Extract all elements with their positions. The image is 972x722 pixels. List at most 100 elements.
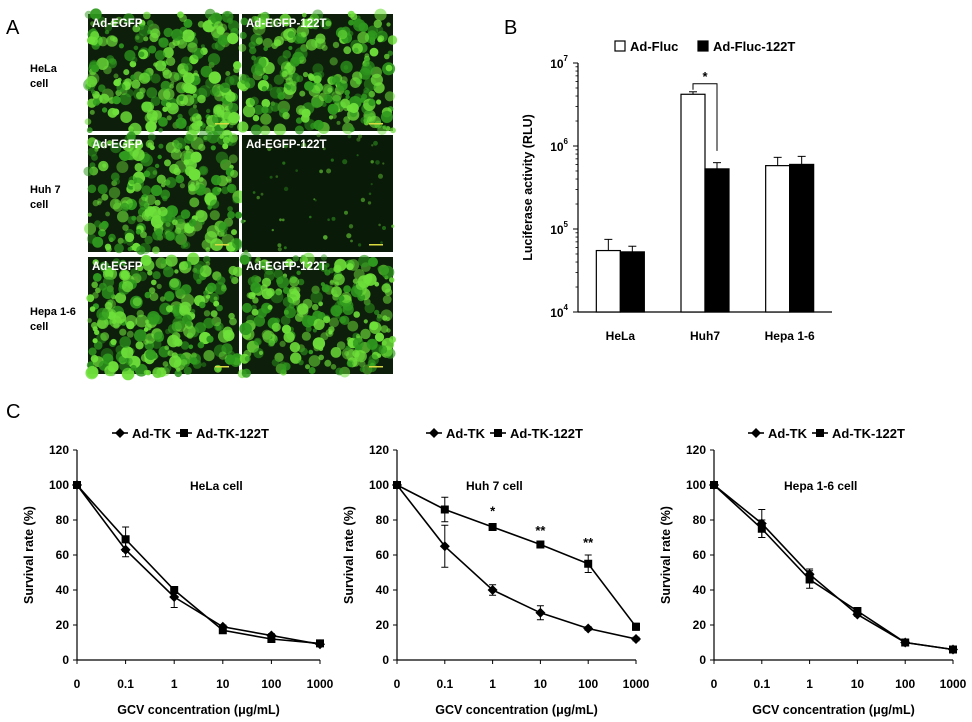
y-tick-label: 105 [550,220,568,237]
cell-spot [284,306,296,319]
cell-spot [219,221,228,230]
cell-spot [293,33,304,44]
micrograph-image: Ad-EGFP [83,128,246,255]
cell-spot [309,19,319,29]
cell-spot [174,369,182,378]
legend-swatch-ad-fluc-122t [697,40,709,52]
cell-spot [115,16,123,25]
cell-spot [181,29,195,43]
x-tick-label: HeLa [606,329,636,343]
cell-spot [112,95,121,105]
y-tick-label: 100 [49,478,69,492]
cell-spot [217,34,229,46]
cell-spot [187,42,198,53]
cell-spot [332,94,341,104]
cell-spot [233,66,240,74]
cell-spot [122,140,135,152]
cell-spot [362,274,373,284]
cell-spot [197,94,206,104]
legend-marker-diamond [115,428,125,438]
y-tick-label: 60 [56,548,70,562]
cell-spot [143,259,155,272]
cell-spot [384,53,390,60]
cell-spot [163,266,174,278]
cell-spot [309,215,312,219]
cell-spot [213,296,218,301]
cell-spot [352,350,360,358]
x-axis-title: GCV concentration (μg/mL) [117,703,280,717]
cell-spot [308,355,321,367]
cell-spot [228,265,238,276]
cell-spot [148,133,156,141]
cell-spot [228,20,240,32]
cell-spot [282,161,286,165]
x-tick-label: 0.1 [753,677,770,691]
micrograph-caption: Ad-EGFP [92,18,143,30]
cell-spot [258,350,264,355]
cell-spot [290,352,302,364]
cell-spot [297,278,305,286]
cell-spot [282,362,291,371]
cell-spot [269,18,279,27]
cell-spot [203,135,208,141]
cell-spot [355,333,361,339]
cell-spot [210,145,216,151]
cell-spot [324,359,332,367]
cell-spot [172,317,185,330]
data-point-square [316,639,324,648]
x-tick-label: 1000 [940,677,967,691]
cell-spot [301,114,310,123]
data-point-square [440,505,449,514]
y-tick-label: 120 [49,443,69,457]
cell-spot [180,357,190,368]
cell-spot [340,76,348,84]
cell-spot [169,71,180,83]
cell-spot [313,198,316,201]
cell-spot [95,287,101,294]
significance-bracket [692,83,718,151]
data-point-square [584,559,593,568]
micrograph-caption: Ad-EGFP [92,261,143,273]
y-axis-title: Survival rate (%) [342,506,356,604]
cell-spot [97,317,109,329]
cell-spot [380,241,383,244]
cell-spot [173,167,181,176]
cell-spot [281,70,288,78]
cell-spot [215,151,229,164]
cell-spot [353,349,365,362]
significance-star: * [702,69,708,84]
cell-spot [253,56,267,70]
cell-spot [167,102,179,115]
series-line-ad-tk [396,484,637,640]
cell-spot [105,299,116,310]
y-axis-title: Survival rate (%) [22,506,36,604]
cell-spot [195,210,208,223]
cell-spot [300,31,307,37]
series-line-ad-tk-122t [396,484,637,628]
cell-spot [104,29,110,35]
x-tick-label: 1 [489,677,496,691]
cell-spot [213,282,227,295]
cell-spot [330,305,342,317]
x-tick-label: 0.1 [117,677,134,691]
cell-spot [184,145,190,151]
cell-spot [151,279,157,286]
cell-spot [282,112,290,120]
y-tick-label: 20 [376,618,390,632]
cell-spot [331,113,337,119]
cell-spot [190,137,204,150]
cell-spot [86,365,99,379]
cell-spot [307,73,314,79]
cell-spot [364,302,375,314]
cell-spot [276,276,290,289]
x-tick-label: 1000 [307,677,334,691]
cell-spot [132,182,142,192]
cell-spot [188,218,197,227]
cell-spot [121,346,134,359]
cell-spot [310,291,323,304]
cell-spot [143,369,149,375]
cell-spot [376,316,382,322]
cell-spot [390,127,396,134]
cell-spot [196,120,203,127]
